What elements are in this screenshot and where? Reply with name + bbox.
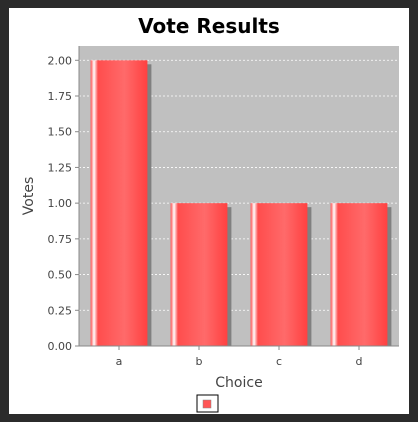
y-tick-label: 1.25	[48, 161, 73, 174]
bar-d	[330, 203, 388, 346]
y-tick-label: 1.50	[48, 126, 73, 139]
chart-canvas: Vote Results 0.00 0.25 0.50 0.75 1.00 1.25 1.5…	[21, 14, 399, 413]
x-axis: a b c d	[79, 345, 399, 368]
chart-frame: Vote Results 0.00 0.25 0.50 0.75 1.00 1.25 1.5…	[9, 8, 409, 414]
x-tick-label: b	[196, 355, 203, 368]
bar-a	[90, 60, 148, 347]
y-tick-label: 0.00	[48, 340, 73, 353]
bar-b	[170, 203, 228, 346]
bars	[90, 60, 392, 347]
bar-c	[250, 203, 308, 346]
legend	[196, 394, 219, 413]
x-tick-label: c	[276, 355, 282, 368]
y-tick-label: 0.50	[48, 269, 73, 282]
y-axis-label: Votes	[21, 177, 37, 215]
x-tick-label: d	[356, 355, 363, 368]
y-axis: 0.00 0.25 0.50 0.75 1.00 1.25 1.50 1.75 2.00	[48, 46, 80, 353]
x-axis-label: Choice	[215, 375, 262, 391]
y-tick-label: 1.75	[48, 90, 73, 103]
x-tick-label: a	[116, 355, 123, 368]
y-tick-label: 0.75	[48, 233, 73, 246]
y-tick-label: 1.00	[48, 197, 73, 210]
y-tick-label: 2.00	[48, 54, 73, 67]
legend-swatch	[202, 399, 212, 409]
chart-title: Vote Results	[138, 14, 280, 38]
y-tick-label: 0.25	[48, 304, 73, 317]
